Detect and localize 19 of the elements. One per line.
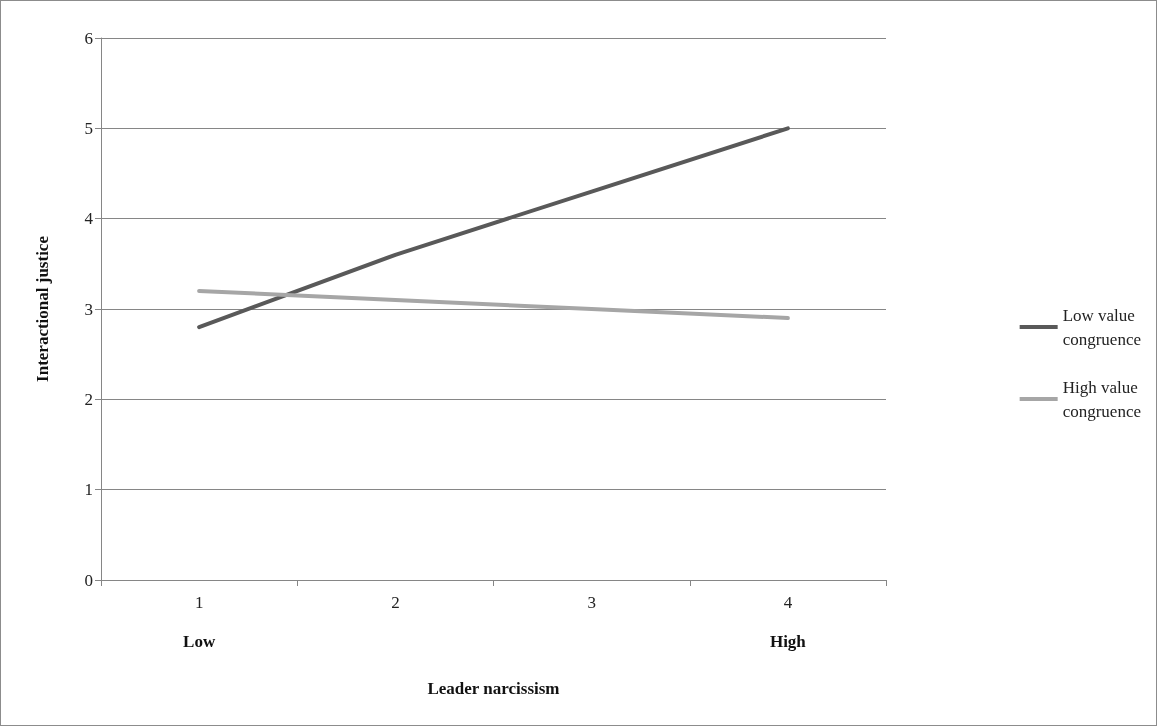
y-tick-label: 0 xyxy=(84,570,93,590)
x-axis-title: Leader narcissism xyxy=(427,679,560,698)
legend-label: High value congruence xyxy=(1062,377,1141,421)
y-tick-label: 4 xyxy=(84,209,94,229)
legend-label: Low value congruence xyxy=(1062,305,1141,349)
line-series xyxy=(197,288,790,321)
y-tick-label: 5 xyxy=(84,118,93,138)
text: High xyxy=(769,631,807,651)
x-tick-label: 1 xyxy=(194,593,204,612)
y-axis-title: Interactional justice xyxy=(33,235,52,382)
x-tick-label: 3 xyxy=(587,593,596,612)
y-tick-label: 1 xyxy=(84,480,93,500)
y-tick-label: 3 xyxy=(84,299,93,319)
y-tick-label: 2 xyxy=(84,389,93,409)
y-tick-label: 6 xyxy=(84,28,93,48)
x-tick-label: 4 xyxy=(783,593,793,612)
line-series xyxy=(197,126,790,330)
x-tick-label: 2 xyxy=(391,593,400,612)
text: Low xyxy=(183,631,216,651)
